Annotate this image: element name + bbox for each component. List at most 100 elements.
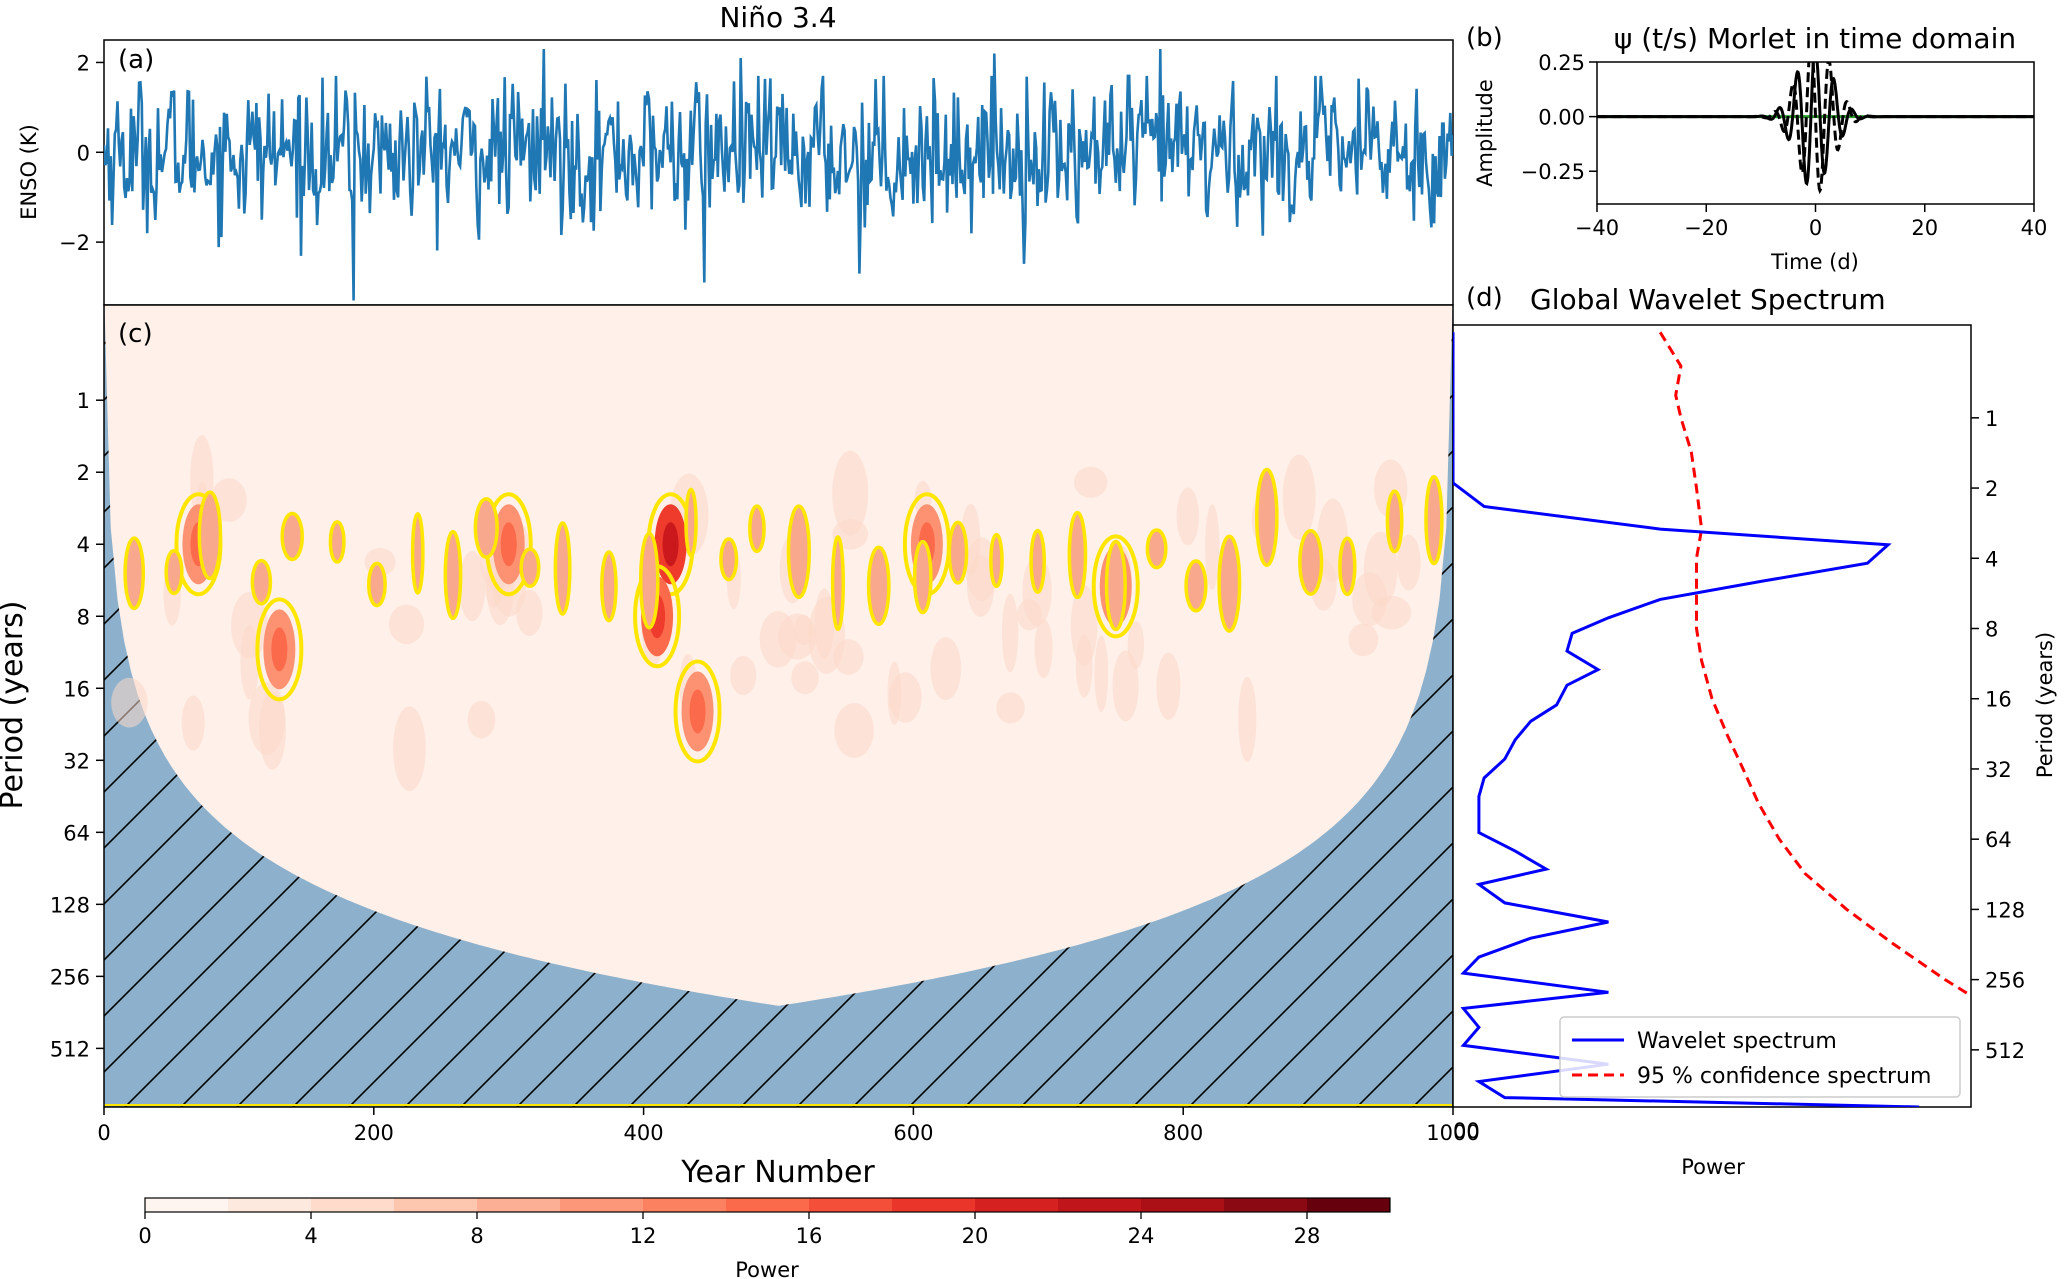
- panel-b-xtick-label: 0: [1809, 216, 1822, 240]
- significance-contour: [600, 550, 618, 623]
- significance-contour: [786, 504, 811, 599]
- panel-a-ylabel: ENSO (K): [17, 124, 41, 220]
- significance-contour: [280, 511, 304, 562]
- colorbar-cell: [726, 1198, 810, 1212]
- significance-contour: [1255, 467, 1279, 567]
- panel-b-ticks: −40 −20 0 20 40 0.25 0.00 −0.25: [1521, 51, 2048, 240]
- wavelet-spectrum-line: [1453, 332, 1920, 1107]
- legend-confidence-label: 95 % confidence spectrum: [1637, 1064, 1931, 1089]
- panel-c-ytick-label: 256: [50, 965, 90, 989]
- panel-c-xlabel: Year Number: [680, 1155, 875, 1190]
- panel-d-ytick-label: 32: [1985, 758, 2012, 782]
- power-patch: [467, 700, 496, 739]
- significance-contour: [1217, 534, 1242, 633]
- panel-c-xtick-label: 1000: [1426, 1121, 1479, 1145]
- panel-b: ψ (t/s) Morlet in time domain (b) Amplit…: [1466, 22, 2047, 274]
- significance-contour: [250, 558, 273, 606]
- colorbar-cell: [1058, 1198, 1142, 1212]
- significance-contour: [1338, 536, 1357, 597]
- panel-d-xtick-overlap: 00: [1453, 1119, 1480, 1143]
- panel-c-ylabel: Period (years): [0, 600, 30, 809]
- panel-c-ytick-label: 32: [63, 749, 90, 773]
- significance-contour: [473, 497, 499, 559]
- panel-d-ytick-label: 16: [1985, 688, 2012, 712]
- colorbar-cell: [1141, 1198, 1225, 1212]
- panel-d-ytick-label: 512: [1985, 1039, 2025, 1063]
- significance-contour: [638, 531, 660, 630]
- panel-d-ytick-label: 128: [1985, 898, 2025, 922]
- colorbar-tick-label: 20: [962, 1224, 989, 1248]
- panel-b-xtick-label: 40: [2021, 216, 2048, 240]
- colorbar-cell: [975, 1198, 1059, 1212]
- legend-box: [1559, 1016, 1961, 1098]
- colorbar-cell: [145, 1198, 229, 1212]
- panel-c-ytick-label: 16: [63, 677, 90, 701]
- significance-contour: [519, 547, 541, 589]
- panel-c: (c) Period (years) Year Number 0 200 400 60…: [0, 304, 1480, 1190]
- power-patch: [1094, 635, 1109, 713]
- panel-b-ytick-label: 0.00: [1538, 106, 1585, 130]
- panel-d-frame: [1452, 324, 1972, 1108]
- colorbar-tick-label: 28: [1294, 1224, 1321, 1248]
- legend: Wavelet spectrum 95 % confidence spectru…: [1559, 1016, 1961, 1098]
- colorbar-cell: [643, 1198, 727, 1212]
- panel-d-ticks: 1 2 4 8 16 32 64 128 256 512: [1971, 407, 2025, 1063]
- wavelet-power-contours: [111, 435, 1444, 792]
- colorbar-frame: [144, 1197, 1391, 1213]
- power-hotspot-core: [271, 627, 288, 672]
- panel-d-ytick-label: 256: [1985, 969, 2025, 993]
- significance-contour: [123, 536, 146, 611]
- power-patch: [458, 551, 486, 622]
- power-patch: [111, 677, 148, 728]
- panel-c-label: (c): [118, 319, 153, 349]
- panel-c-xtick-label: 600: [893, 1121, 933, 1145]
- significance-contour: [1104, 539, 1127, 632]
- colorbar-tick-label: 24: [1128, 1224, 1155, 1248]
- panel-d-title: Global Wavelet Spectrum: [1530, 283, 1886, 316]
- colorbar-cell: [311, 1198, 395, 1212]
- power-patch: [1034, 618, 1053, 679]
- power-patch: [1070, 585, 1098, 667]
- power-patch: [791, 661, 819, 695]
- panel-a-label: (a): [118, 45, 154, 75]
- significance-contour: [1145, 528, 1168, 570]
- panel-b-xtick-label: 20: [1911, 216, 1938, 240]
- panel-b-ytick-label: −0.25: [1521, 160, 1585, 184]
- significance-contour: [947, 520, 969, 585]
- panel-c-ytick-label: 128: [50, 893, 90, 917]
- power-patch: [1348, 623, 1379, 657]
- power-patch: [930, 636, 962, 701]
- colorbar: 0 4 8 12 16 20 24 28 Power: [138, 1197, 1391, 1279]
- panel-c-ytick-label: 8: [77, 605, 90, 629]
- power-hotspot-core: [662, 522, 679, 567]
- panel-c-ticks: 0 200 400 600 800 1000 1 2 4 8 16 32 64 128 256 512: [50, 389, 1480, 1145]
- panel-c-xtick-label: 200: [354, 1121, 394, 1145]
- power-patch: [778, 613, 817, 660]
- panel-c-ytick-label: 64: [63, 821, 90, 845]
- colorbar-cell: [892, 1198, 976, 1212]
- panel-a-ytick-label: 0: [77, 141, 90, 165]
- significance-contour: [912, 539, 933, 615]
- significance-contour: [366, 561, 387, 608]
- panel-b-label: (b): [1466, 23, 1503, 53]
- power-patch: [834, 702, 874, 758]
- panel-a-ytick-label: 2: [77, 51, 90, 75]
- significance-contour: [748, 504, 766, 554]
- panel-c-xtick-label: 0: [97, 1121, 110, 1145]
- enso-series-line: [104, 48, 1453, 301]
- significance-contour: [989, 532, 1004, 589]
- power-patch: [393, 706, 426, 792]
- power-patch: [814, 588, 835, 659]
- colorbar-cell: [809, 1198, 893, 1212]
- significance-contour: [830, 535, 845, 631]
- legend-wavelet-label: Wavelet spectrum: [1637, 1029, 1837, 1054]
- significance-contour: [410, 511, 425, 595]
- significance-contour: [197, 490, 223, 581]
- significance-contour: [1385, 489, 1404, 554]
- significance-contour: [673, 659, 722, 764]
- confidence-spectrum-line: [1658, 331, 1971, 997]
- morlet-imag-line: [1597, 62, 2034, 195]
- power-patch: [832, 450, 869, 536]
- power-patch: [181, 695, 205, 751]
- power-hotspot-core: [500, 522, 517, 567]
